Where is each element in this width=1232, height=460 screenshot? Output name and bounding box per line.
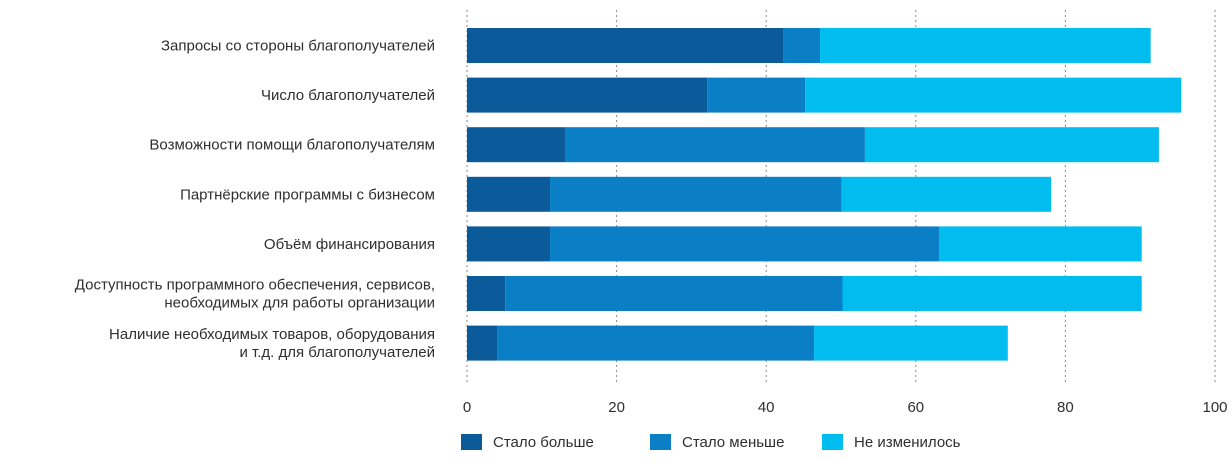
bar-segment	[550, 226, 939, 262]
category-label: Запросы со стороны благополучателей	[161, 38, 435, 55]
legend-label: Не изменилось	[854, 434, 961, 451]
legend-swatch	[650, 434, 671, 450]
bar-segment	[467, 325, 498, 361]
x-tick-label: 100	[1202, 399, 1227, 416]
bar-segment	[564, 127, 865, 163]
legend-swatch	[822, 434, 843, 450]
x-tick-label: 80	[1057, 399, 1074, 416]
category-label: необходимых для работы организации	[164, 295, 435, 312]
category-label: Наличие необходимых товаров, оборудовани…	[109, 326, 435, 343]
category-label: и т.д. для благополучателей	[239, 344, 435, 361]
bar-segment	[814, 325, 1008, 361]
category-label: Доступность программного обеспечения, се…	[75, 277, 435, 294]
category-label: Объём финансирования	[264, 236, 435, 253]
bar-segment	[467, 176, 551, 212]
bar-segment	[467, 28, 784, 63]
category-label: Партнёрские программы с бизнесом	[180, 186, 435, 203]
bar-segment	[864, 127, 1159, 163]
bar-segment	[805, 77, 1182, 113]
bar-segment	[467, 127, 565, 163]
bar-segment	[820, 28, 1151, 63]
bar-segment	[550, 176, 842, 212]
legend: Стало больше Стало меньше Не изменилось	[461, 434, 961, 451]
bar-segment	[841, 176, 1052, 212]
bar-segment	[783, 28, 821, 63]
bar-segment	[497, 325, 815, 361]
x-tick-label: 40	[758, 399, 775, 416]
bar-segment	[938, 226, 1142, 262]
category-label: Число благополучателей	[261, 87, 435, 104]
legend-swatch	[461, 434, 482, 450]
bars	[467, 28, 1182, 361]
category-label: Возможности помощи благополучателям	[149, 137, 435, 154]
x-tick-label: 0	[463, 399, 471, 416]
legend-label: Стало больше	[493, 434, 594, 451]
category-labels: Запросы со стороны благополучателей Число…	[75, 38, 435, 362]
bar-segment	[505, 276, 843, 311]
bar-segment	[842, 276, 1142, 311]
x-tick-label: 20	[608, 399, 625, 416]
bar-segment	[467, 77, 708, 113]
bar-segment	[707, 77, 806, 113]
bar-segment	[467, 276, 506, 311]
legend-label: Стало меньше	[682, 434, 784, 451]
x-tick-label: 60	[907, 399, 924, 416]
x-axis-ticks: 0 20 40 60 80 100	[463, 399, 1228, 416]
bar-segment	[467, 226, 551, 262]
